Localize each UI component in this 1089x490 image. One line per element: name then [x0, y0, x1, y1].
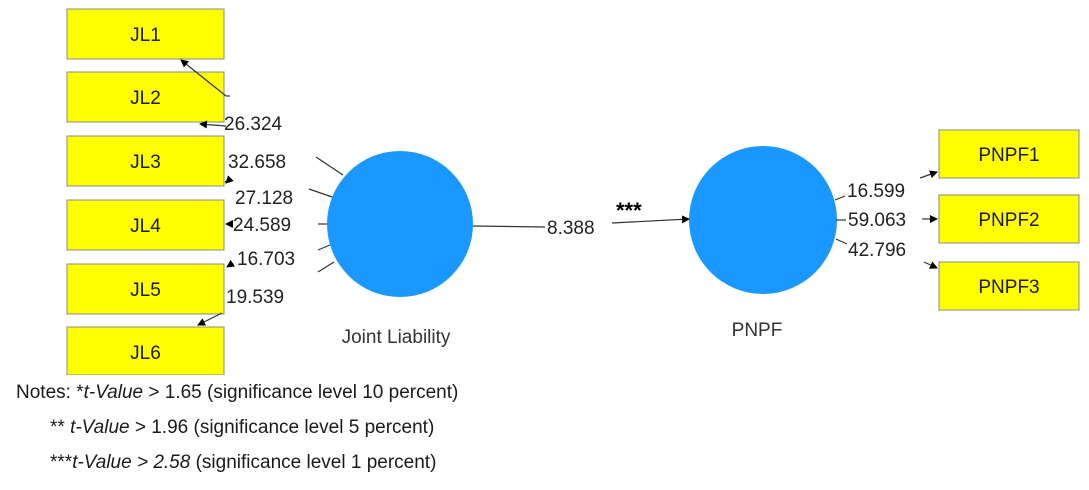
indicator-pnpf1[interactable]: PNPF1: [938, 129, 1080, 179]
indicator-jl2[interactable]: JL2: [66, 71, 225, 123]
note-prefix: Notes: *: [16, 382, 84, 403]
edges-right: [834, 170, 938, 269]
path-coefficient: 8.388: [547, 218, 595, 239]
latent-joint-liability[interactable]: Joint Liability: [327, 151, 473, 348]
indicator-jl1[interactable]: JL1: [66, 8, 225, 60]
latent-pnpf[interactable]: PNPF: [689, 146, 837, 341]
indicator-jl5[interactable]: JL5: [66, 263, 225, 315]
note-text: > 1.96 (significance level 5 percent): [129, 417, 435, 438]
weight-pnpf2: 59.063: [848, 210, 906, 231]
indicator-pnpf3[interactable]: PNPF3: [938, 261, 1080, 311]
weight-jl2: 26.324: [224, 114, 283, 135]
note-line-3: ***t-Value > 2.58 (significance level 1 …: [16, 445, 458, 480]
weight-jl3: 32.658: [228, 152, 286, 173]
indicator-label: JL2: [130, 88, 161, 109]
latent-circle: [689, 146, 837, 294]
indicator-jl3[interactable]: JL3: [66, 135, 225, 187]
latent-label: Joint Liability: [342, 327, 451, 348]
indicator-jl4[interactable]: JL4: [66, 199, 225, 251]
weight-pnpf3: 42.796: [848, 240, 906, 261]
edges-left: [180, 59, 344, 326]
indicator-label: JL5: [130, 280, 161, 301]
note-variable: t-Value: [70, 417, 130, 438]
path-model: JL1 JL2 JL3 JL4 JL5 JL6 PNPF1 PNPF2 PNPF…: [66, 8, 1080, 375]
note-variable: t-Value: [83, 382, 144, 403]
indicator-label: JL1: [130, 25, 161, 46]
indicator-label: PNPF2: [978, 210, 1039, 231]
latent-circle: [327, 151, 473, 297]
indicator-label: JL3: [130, 152, 161, 173]
weight-pnpf1: 16.599: [847, 181, 905, 202]
weight-jl5: 16.703: [237, 249, 295, 270]
note-line-2: ** t-Value > 1.96 (significance level 5 …: [16, 410, 458, 445]
note-text: > 1.65 (significance level 10 percent): [143, 382, 459, 403]
structural-path: 8.388 ***: [472, 198, 690, 239]
indicator-label: JL4: [130, 216, 161, 237]
note-prefix: **: [50, 417, 71, 438]
note-variable: t-Value > 2.58: [72, 452, 191, 473]
note-prefix: ***: [50, 452, 73, 473]
note-line-1: Notes: *t-Value > 1.65 (significance lev…: [16, 375, 458, 410]
weight-jl6: 19.539: [226, 287, 284, 308]
indicator-label: PNPF1: [978, 145, 1039, 166]
note-text: (significance level 1 percent): [190, 452, 437, 473]
weight-jl3b: 27.128: [235, 188, 293, 209]
notes: Notes: *t-Value > 1.65 (significance lev…: [16, 375, 458, 480]
indicator-jl6[interactable]: JL6: [66, 326, 225, 375]
latent-label: PNPF: [732, 320, 783, 341]
weight-jl4: 24.589: [233, 215, 291, 236]
indicator-label: JL6: [130, 343, 161, 364]
indicator-pnpf2[interactable]: PNPF2: [938, 194, 1080, 244]
significance-stars: ***: [616, 198, 642, 223]
indicator-label: PNPF3: [978, 277, 1039, 298]
